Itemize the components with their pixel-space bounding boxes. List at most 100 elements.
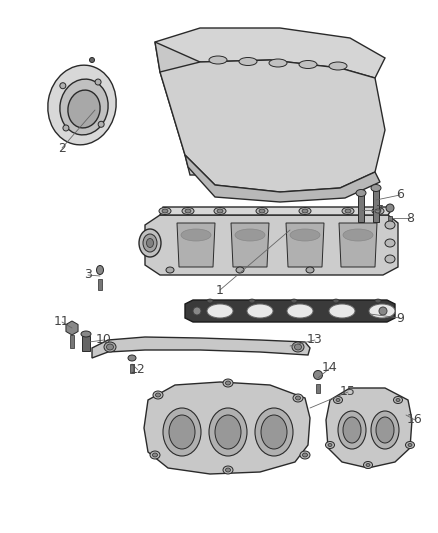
Text: 3: 3 [84,269,92,281]
Ellipse shape [328,304,354,318]
Polygon shape [144,382,309,474]
Polygon shape [159,60,384,192]
Polygon shape [315,384,319,393]
Ellipse shape [162,209,168,213]
Ellipse shape [150,451,159,459]
Ellipse shape [225,381,230,385]
Ellipse shape [213,207,226,214]
Ellipse shape [407,443,411,447]
Ellipse shape [254,408,292,456]
Ellipse shape [290,229,319,241]
Polygon shape [372,188,378,222]
Ellipse shape [128,355,136,361]
Ellipse shape [299,451,309,459]
Ellipse shape [405,441,413,448]
Ellipse shape [370,184,380,191]
Ellipse shape [146,238,153,247]
Ellipse shape [292,394,302,402]
Ellipse shape [363,462,372,469]
Ellipse shape [182,207,194,214]
Ellipse shape [95,79,101,85]
Ellipse shape [152,453,157,457]
Ellipse shape [384,239,394,247]
Ellipse shape [384,221,394,229]
Ellipse shape [223,379,233,387]
Ellipse shape [301,209,307,213]
Polygon shape [177,223,215,267]
Ellipse shape [333,397,342,403]
Polygon shape [130,364,134,373]
Ellipse shape [328,62,346,70]
Ellipse shape [337,411,365,449]
Text: 6: 6 [395,189,403,201]
Ellipse shape [153,391,162,399]
Ellipse shape [255,207,267,214]
Ellipse shape [374,299,380,303]
Text: 12: 12 [130,364,145,376]
Text: 13: 13 [307,334,322,346]
Ellipse shape [268,59,286,67]
Ellipse shape [344,209,350,213]
Ellipse shape [332,299,338,303]
Polygon shape [184,155,379,202]
Polygon shape [155,28,384,78]
Ellipse shape [395,399,399,401]
Ellipse shape [159,207,171,214]
Ellipse shape [248,299,254,303]
Ellipse shape [298,61,316,69]
Polygon shape [357,193,363,222]
Ellipse shape [290,299,297,303]
Ellipse shape [371,207,383,214]
Ellipse shape [298,207,310,214]
Ellipse shape [355,190,365,197]
Text: 8: 8 [405,212,413,224]
Ellipse shape [216,209,223,213]
Ellipse shape [104,342,116,352]
Polygon shape [82,336,90,351]
Ellipse shape [295,396,300,400]
Ellipse shape [60,79,108,135]
Polygon shape [155,42,200,175]
Ellipse shape [180,229,211,241]
Ellipse shape [247,304,272,318]
Ellipse shape [208,56,226,64]
Ellipse shape [60,83,66,88]
Ellipse shape [155,393,160,397]
Ellipse shape [374,209,380,213]
Ellipse shape [305,267,313,273]
Polygon shape [92,337,309,358]
Ellipse shape [236,267,244,273]
Ellipse shape [193,307,201,315]
Ellipse shape [106,344,113,350]
Ellipse shape [234,229,265,241]
Text: 2: 2 [58,141,66,155]
Ellipse shape [139,229,161,257]
Ellipse shape [342,417,360,443]
Ellipse shape [68,90,100,128]
Text: 14: 14 [321,361,337,375]
Ellipse shape [208,408,247,456]
Ellipse shape [96,265,103,274]
Ellipse shape [169,415,194,449]
Polygon shape [98,279,102,290]
Text: 11: 11 [54,316,70,328]
Ellipse shape [81,331,91,337]
Ellipse shape [385,204,393,212]
Polygon shape [387,216,391,228]
Ellipse shape [207,299,212,303]
Ellipse shape [375,417,393,443]
Ellipse shape [291,342,303,352]
Ellipse shape [294,344,301,350]
Text: 7: 7 [375,204,383,216]
Text: 10: 10 [96,334,112,346]
Ellipse shape [327,443,331,447]
Ellipse shape [392,397,402,403]
Ellipse shape [162,408,201,456]
Polygon shape [285,223,323,267]
Ellipse shape [261,415,286,449]
Text: 15: 15 [339,385,355,399]
Ellipse shape [143,234,157,252]
Polygon shape [184,300,394,322]
Ellipse shape [89,58,94,62]
Ellipse shape [225,468,230,472]
